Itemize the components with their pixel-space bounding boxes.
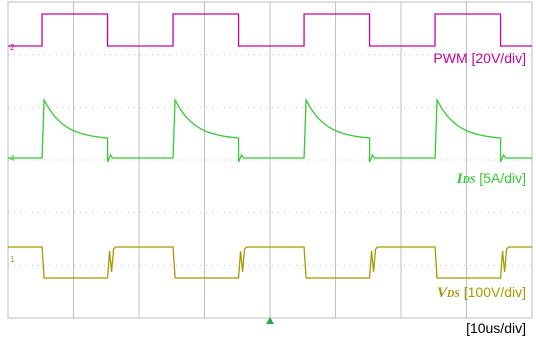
ids-trace (8, 97, 532, 163)
timebase-label: [10us/div] (466, 320, 526, 336)
ids-ground-marker: 4 (10, 154, 15, 163)
pwm-label-text: PWM [20V/div] (433, 50, 526, 66)
vds-label-symbol: V (437, 285, 448, 301)
pwm-ground-marker: 2 (10, 43, 15, 52)
ids-label-scale: [5A/div] (475, 170, 526, 186)
ids-channel-label: IDS [5A/div] (457, 170, 526, 188)
ids-label-subscript: DS (462, 175, 476, 186)
vds-trace (8, 246, 532, 279)
pwm-trace (8, 13, 532, 47)
trigger-marker (266, 317, 274, 324)
vds-label-scale: [100V/div] (459, 284, 526, 300)
ids-label-symbol: I (456, 171, 463, 187)
vds-channel-label: VDS [100V/div] (437, 284, 526, 302)
pwm-channel-label: PWM [20V/div] (433, 50, 526, 66)
vds-label-subscript: DS (447, 289, 460, 300)
vds-ground-marker: 1 (10, 255, 15, 264)
